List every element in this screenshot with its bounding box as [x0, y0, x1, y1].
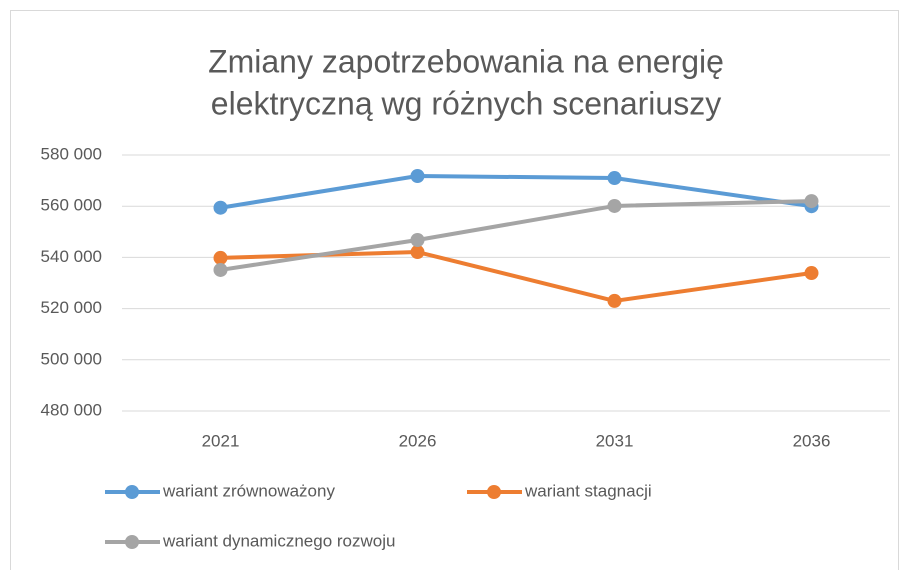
chart-title: elektryczną wg różnych scenariuszy [211, 85, 721, 121]
chart-title: Zmiany zapotrzebowania na energię [208, 43, 724, 79]
y-tick-label: 540 000 [41, 247, 102, 266]
data-point [804, 266, 819, 281]
legend-label: wariant dynamicznego rozwoju [162, 531, 395, 550]
x-tick-label: 2021 [202, 431, 240, 450]
data-point [607, 293, 622, 308]
data-point [410, 232, 425, 247]
y-tick-label: 500 000 [41, 349, 102, 368]
legend-marker [125, 535, 139, 549]
x-tick-label: 2036 [793, 431, 831, 450]
x-tick-label: 2026 [399, 431, 437, 450]
series-line [220, 173, 812, 210]
series-line [220, 199, 812, 272]
y-tick-label: 480 000 [41, 400, 102, 419]
data-point [213, 250, 228, 265]
chart-border [10, 10, 899, 570]
legend-marker [487, 485, 501, 499]
data-point [410, 245, 425, 260]
legend-label: wariant stagnacji [524, 481, 652, 500]
data-point [607, 198, 622, 213]
legend-label: wariant zrównoważony [162, 481, 335, 500]
y-tick-label: 580 000 [41, 144, 102, 163]
legend-marker [125, 485, 139, 499]
data-point [410, 168, 425, 183]
data-point [213, 262, 228, 277]
y-tick-label: 520 000 [41, 298, 102, 317]
data-point [804, 194, 819, 209]
x-tick-label: 2031 [596, 431, 634, 450]
y-tick-label: 560 000 [41, 196, 102, 215]
data-point [213, 200, 228, 215]
data-point [607, 171, 622, 186]
